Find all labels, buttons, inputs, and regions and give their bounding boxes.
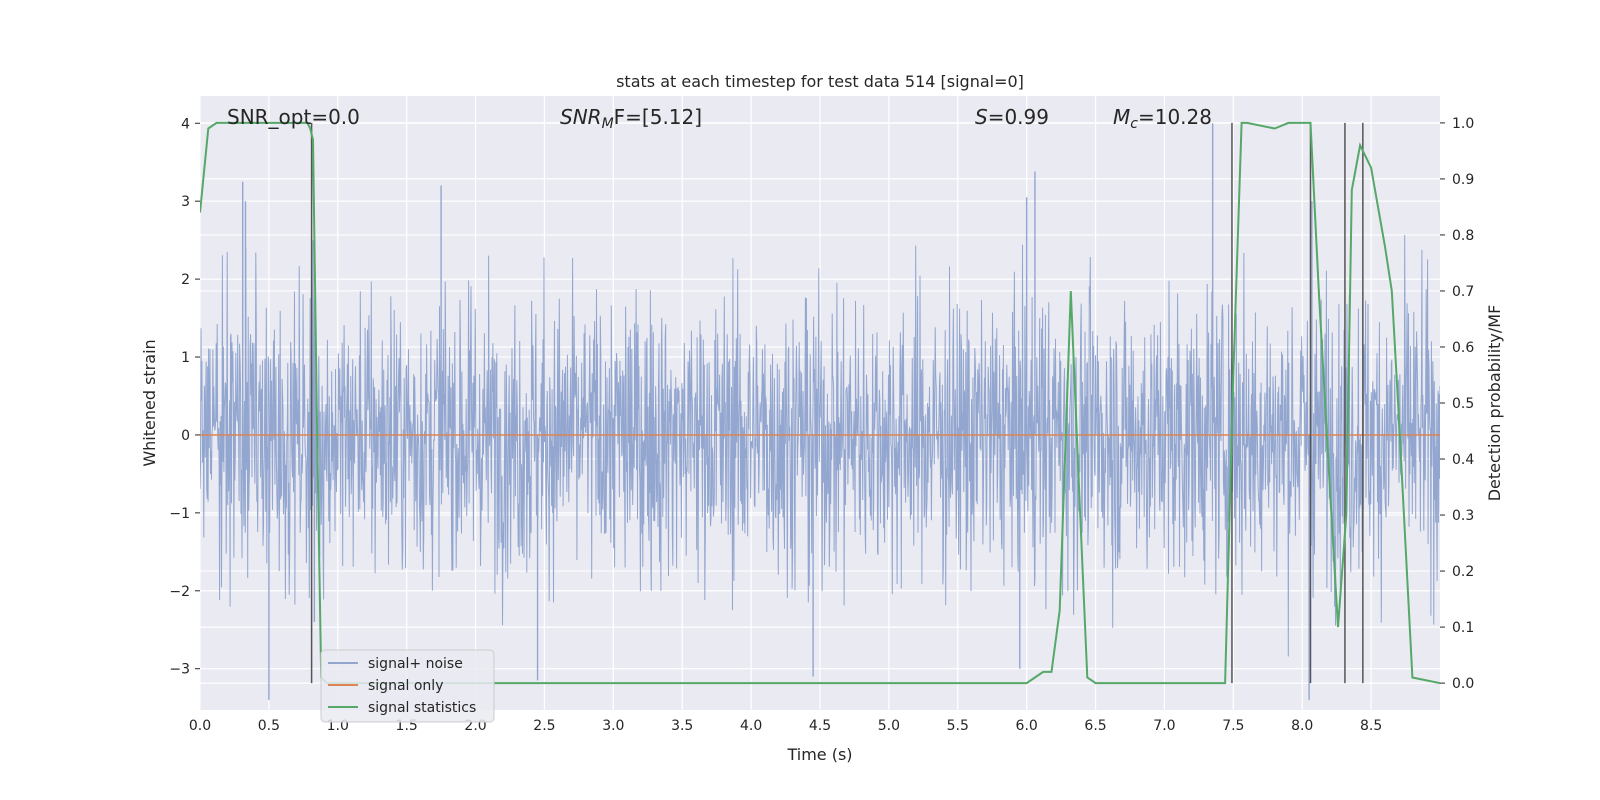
- y2-tick-label: 0.0: [1452, 676, 1474, 692]
- y2-tick-label: 0.3: [1452, 508, 1474, 524]
- y2-axis-label: Detection probability/MF: [1485, 305, 1504, 502]
- noise-peaks: [242, 123, 1313, 700]
- x-tick-label: 3.5: [671, 718, 693, 734]
- annotation-snr-mf: SNRMF=[5.12]: [560, 105, 702, 132]
- y-tick-label: −2: [169, 584, 190, 600]
- x-tick-label: 5.5: [947, 718, 969, 734]
- legend-box: [320, 649, 495, 723]
- x-tick-label: 6.5: [1084, 718, 1106, 734]
- series-signal-statistics: [200, 121, 1440, 685]
- y-tick-label: 2: [181, 272, 190, 288]
- y-tick-label: 0: [181, 428, 190, 444]
- y-tick-label: −3: [169, 662, 190, 678]
- legend-label-signal-noise: signal+ noise: [368, 656, 463, 672]
- x-tick-label: 0.5: [258, 718, 280, 734]
- x-tick-label: 5.0: [878, 718, 900, 734]
- y-axis-label: Whitened strain: [140, 339, 159, 466]
- annotation-mc: Mc=10.28: [1113, 105, 1212, 132]
- x-tick-label: 4.5: [809, 718, 831, 734]
- annotation-snr-opt: SNR_opt=0.0: [227, 105, 360, 129]
- chart-title: stats at each timestep for test data 514…: [616, 72, 1024, 91]
- x-tick-label: 7.0: [1153, 718, 1175, 734]
- x-tick-label: 4.0: [740, 718, 762, 734]
- x-tick-label: 7.5: [1222, 718, 1244, 734]
- x-axis-label: Time (s): [786, 745, 852, 764]
- y-tick-label: 4: [181, 116, 190, 132]
- y-ticks: −3 −2 −1 0 1 2 3 4: [169, 116, 200, 678]
- y-tick-label: −1: [169, 506, 190, 522]
- y2-tick-label: 0.5: [1452, 396, 1474, 412]
- x-tick-label: 3.0: [602, 718, 624, 734]
- y2-tick-label: 0.8: [1452, 228, 1474, 244]
- legend-label-signal-statistics: signal statistics: [368, 700, 476, 716]
- y2-tick-label: 0.6: [1452, 340, 1474, 356]
- y2-tick-label: 0.7: [1452, 284, 1474, 300]
- x-tick-label: 8.5: [1360, 718, 1382, 734]
- x-tick-label: 2.5: [533, 718, 555, 734]
- y2-tick-label: 0.2: [1452, 564, 1474, 580]
- y2-tick-label: 0.1: [1452, 620, 1474, 636]
- legend-label-signal-only: signal only: [368, 678, 443, 694]
- annotation-s: S=0.99: [975, 105, 1049, 129]
- x-tick-label: 8.0: [1291, 718, 1313, 734]
- y2-tick-label: 1.0: [1452, 116, 1474, 132]
- legend: signal+ noise signal only signal statist…: [320, 649, 495, 723]
- x-tick-label: 6.0: [1016, 718, 1038, 734]
- y-tick-label: 3: [181, 194, 190, 210]
- y-tick-label: 1: [181, 350, 190, 366]
- x-tick-label: 0.0: [189, 718, 211, 734]
- y2-tick-label: 0.4: [1452, 452, 1474, 468]
- y2-ticks: 0.0 0.1 0.2 0.3 0.4 0.5 0.6 0.7 0.8 0.9 1.0: [1440, 116, 1474, 692]
- y2-tick-label: 0.9: [1452, 172, 1474, 188]
